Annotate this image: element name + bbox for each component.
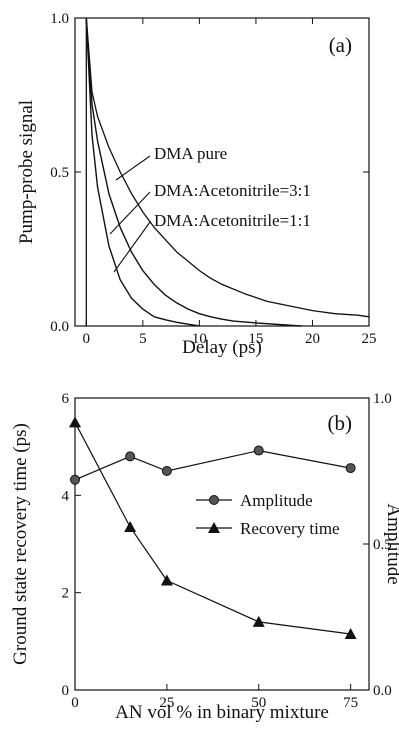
panel-b-x-tick-label: 75: [343, 695, 358, 711]
data-point-amplitude: [253, 445, 264, 456]
panel-a-y-tick-label: 0.0: [50, 319, 69, 335]
annotation-dma-pure: DMA pure: [154, 144, 227, 163]
panel-a-y-axis-label: Pump-probe signal: [16, 100, 37, 244]
panel-b-right-tick-label: 0.0: [373, 683, 392, 699]
panel-a-annotations: DMA pure DMA:Acetonitrile=3:1 DMA:Aceton…: [109, 144, 311, 273]
panel-b-tag: (b): [328, 411, 353, 435]
annotation-pointer-3-1: [109, 191, 151, 235]
panel-a-x-tick-label: 10: [192, 331, 207, 347]
annotation-pointer-1-1: [113, 221, 151, 273]
annotation-dma-acetonitrile-3-1: DMA:Acetonitrile=3:1: [154, 181, 311, 200]
panel-b-ticks: 0 25 50 75 0 2 4 6 0.0 0.5 1.0: [62, 391, 392, 711]
panel-a-x-tick-label: 5: [139, 331, 147, 347]
panel-a-x-tick-label: 0: [83, 331, 91, 347]
series-line-dma-acetonitrile-1-1: [85, 17, 200, 327]
data-point-recovery-time: [69, 416, 81, 428]
data-point-recovery-time: [252, 615, 265, 627]
panel-b-left-tick-label: 2: [62, 586, 70, 602]
data-point-amplitude: [70, 474, 80, 485]
data-point-amplitude: [161, 466, 172, 476]
data-point-amplitude: [345, 463, 356, 474]
panel-b-right-axis-label: Amplitude: [383, 503, 399, 584]
panel-a-x-tick-label: 20: [305, 331, 320, 347]
series-line-amplitude: [74, 449, 351, 481]
legend-label-recovery-time: Recovery time: [240, 519, 340, 538]
panel-a-y-tick-label: 0.5: [50, 165, 69, 181]
legend-label-amplitude: Amplitude: [240, 491, 313, 510]
panel-b-left-axis-label: Ground state recovery time (ps): [10, 423, 31, 665]
panel-a-curves: [85, 17, 370, 327]
panel-b-x-axis-label: AN vol % in binary mixture: [115, 702, 329, 723]
panel-b-left-tick-label: 0: [62, 683, 70, 699]
panel-a-x-tick-label: 15: [248, 331, 263, 347]
panel-b: (b) AN vol % in binary mixture Ground st…: [10, 391, 399, 723]
panel-a-x-tick-label: 25: [362, 331, 377, 347]
annotation-pointer-dma-pure: [115, 155, 151, 181]
panel-b-x-tick-label: 25: [159, 695, 174, 711]
panel-b-series: [69, 416, 357, 640]
data-point-amplitude: [125, 451, 136, 462]
panel-b-legend: Amplitude Recovery time: [196, 491, 340, 538]
series-line-dma-acetonitrile-3-1: [85, 17, 302, 327]
panel-a-tag: (a): [329, 33, 352, 57]
data-point-recovery-time: [124, 520, 137, 532]
panel-b-x-tick-label: 0: [71, 695, 79, 711]
legend-marker-amplitude: [209, 495, 219, 505]
data-point-recovery-time: [344, 628, 357, 640]
panel-b-right-tick-label: 0.5: [373, 537, 392, 553]
panel-b-right-tick-label: 1.0: [373, 391, 392, 407]
panel-a-frame: [74, 17, 370, 327]
panel-a-x-axis-label: Delay (ps): [182, 337, 262, 358]
panel-a: (a) Delay (ps) Pump-probe signal 0 5 10 15 2…: [16, 11, 377, 358]
panel-a-y-tick-label: 1.0: [50, 11, 69, 27]
panel-b-left-tick-label: 4: [62, 488, 70, 504]
panel-b-frame: [74, 397, 370, 691]
data-point-recovery-time: [160, 574, 173, 586]
panel-b-x-tick-label: 50: [251, 695, 266, 711]
panel-a-ticks: 0 5 10 15 20 25 0.0 0.5 1.0: [50, 11, 376, 347]
panel-b-left-tick-label: 6: [62, 391, 70, 407]
legend-marker-recovery-time: [208, 522, 220, 533]
series-line-dma-pure: [85, 17, 370, 318]
annotation-dma-acetonitrile-1-1: DMA:Acetonitrile=1:1: [154, 211, 311, 230]
